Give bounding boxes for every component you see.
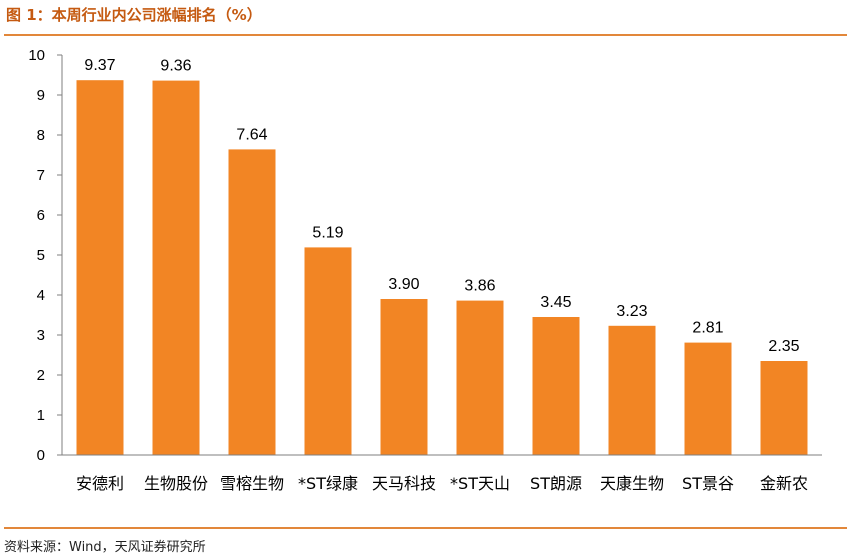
y-tick-label: 9 [37,87,45,104]
y-tick-label: 6 [37,207,45,224]
y-tick-label: 5 [37,247,45,264]
data-label: 9.36 [160,58,191,75]
y-tick-label: 7 [37,167,45,184]
bar-1 [76,80,124,455]
x-tick-label: 生物股份 [144,474,208,493]
x-axis: 安德利 生物股份 雪榕生物 *ST绿康 天马科技 *ST天山 ST朗源 天康生物 ST景谷 金新农 [62,454,822,493]
y-tick-label: 3 [37,327,45,344]
source-note: 资料来源：Wind，天风证券研究所 [4,540,206,555]
bar-6 [456,300,504,455]
x-tick-label: ST景谷 [682,474,734,493]
bar-4 [304,247,352,455]
bar-8 [608,325,656,455]
data-label: 3.86 [464,278,495,295]
bar-7 [532,317,580,455]
y-tick-label: 4 [37,287,45,304]
x-tick-label: 金新农 [760,474,808,493]
bar-10 [760,361,808,455]
data-label: 5.19 [312,224,343,241]
y-tick-label: 0 [37,447,45,464]
x-tick-label: 天马科技 [372,474,436,493]
y-tick-label: 8 [37,127,45,144]
footer-divider [4,527,847,529]
x-tick-label: ST朗源 [530,474,582,493]
x-tick-label: *ST绿康 [298,474,358,493]
y-tick-label: 10 [28,47,45,64]
data-label: 2.81 [692,320,723,337]
x-tick-label: 安德利 [76,474,124,493]
y-tick-label: 1 [37,407,45,424]
data-label: 3.23 [616,303,647,320]
x-tick-label: 天康生物 [600,474,664,493]
title-divider [4,34,847,36]
data-label: 2.35 [768,338,799,355]
data-label: 7.64 [236,126,267,143]
bar-3 [228,149,276,455]
bars: 9.37 9.36 7.64 5.19 3.90 3.86 3.45 3.23 2.81 2.35 [76,57,808,455]
y-tick-label: 2 [37,367,45,384]
bar-9 [684,342,732,455]
data-label: 9.37 [84,57,115,74]
x-tick-label: *ST天山 [450,474,510,493]
chart-title: 图 1：本周行业内公司涨幅排名（%） [6,6,262,24]
bar-5 [380,299,428,455]
data-label: 3.90 [388,276,419,293]
data-label: 3.45 [540,294,571,311]
x-tick-label: 雪榕生物 [220,474,284,493]
y-axis: 0 1 2 3 4 5 6 7 8 9 10 [28,47,63,464]
bar-2 [152,80,200,455]
